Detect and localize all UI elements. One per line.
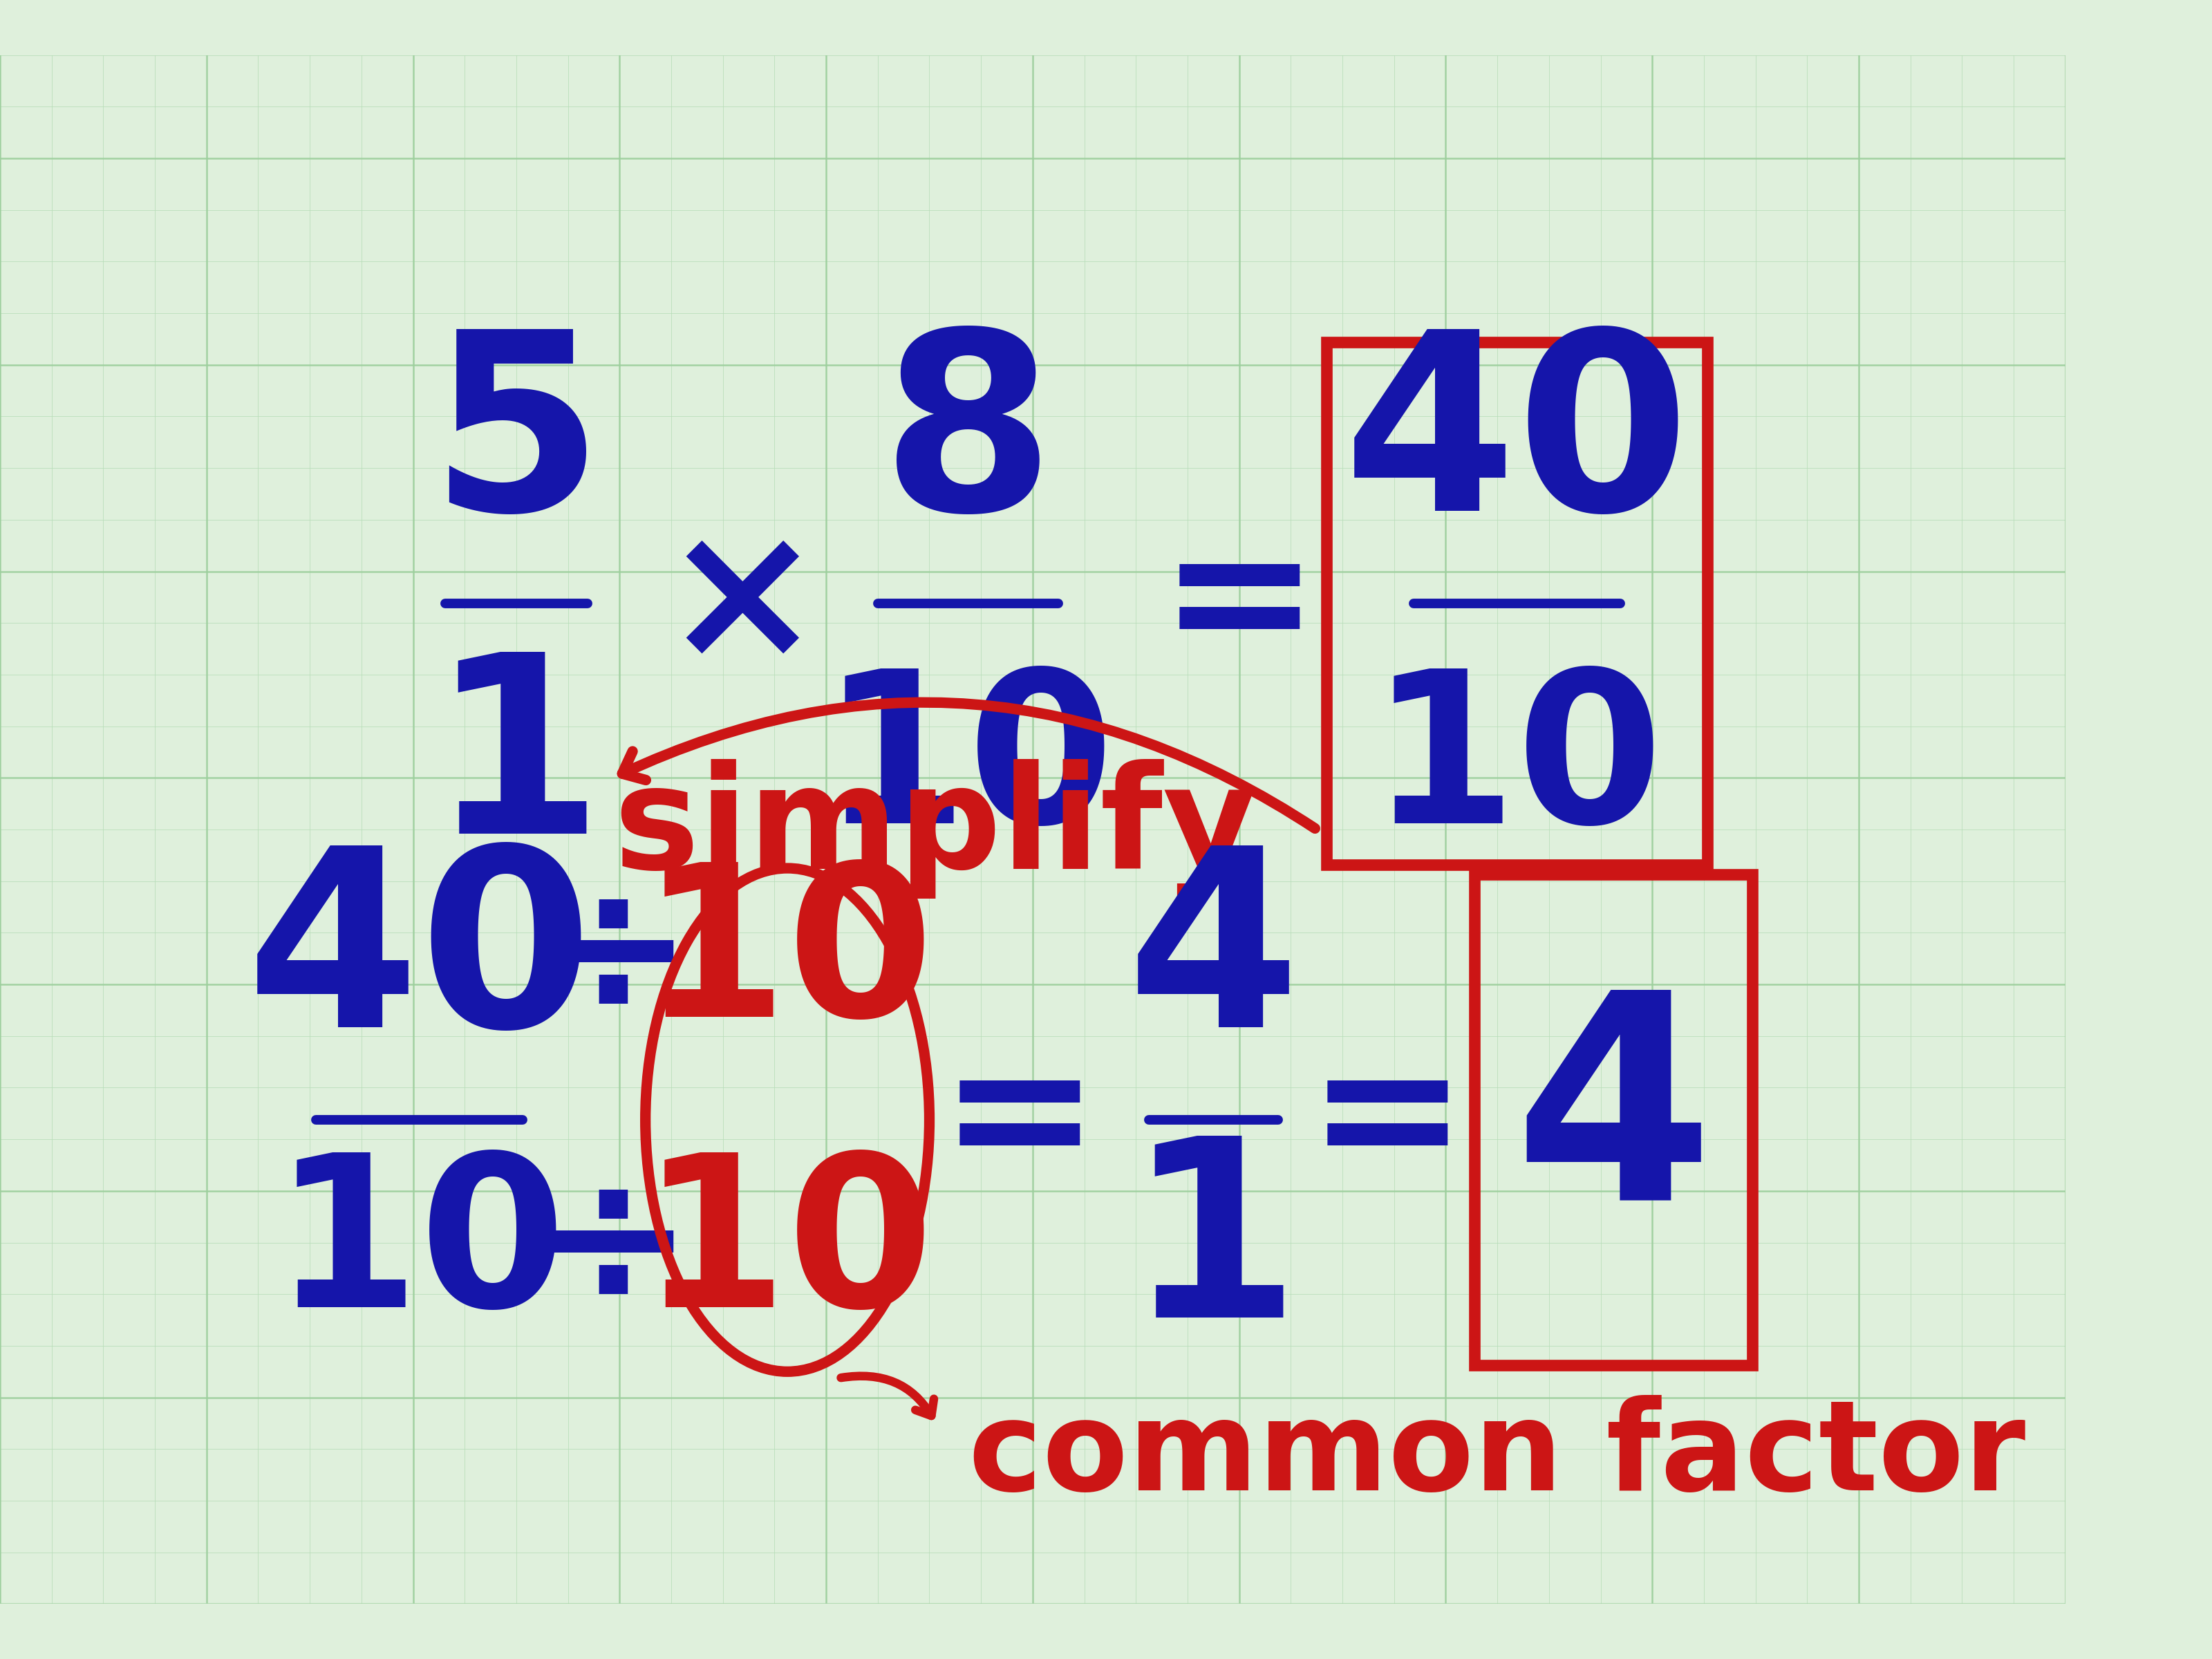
- Text: common factor: common factor: [969, 1395, 2026, 1516]
- Text: =: =: [940, 1027, 1099, 1213]
- Text: ×: ×: [661, 511, 823, 697]
- Text: 10: 10: [641, 856, 933, 1062]
- Text: 40: 40: [1343, 322, 1690, 562]
- Text: 10: 10: [272, 1146, 566, 1352]
- FancyArrowPatch shape: [622, 702, 1314, 828]
- Text: 8: 8: [880, 322, 1055, 562]
- Text: simplify: simplify: [613, 760, 1256, 899]
- Text: =: =: [1307, 1027, 1469, 1213]
- Text: 40: 40: [246, 838, 593, 1080]
- Text: 10: 10: [1369, 662, 1663, 868]
- FancyArrowPatch shape: [841, 1375, 933, 1415]
- Text: 10: 10: [641, 1146, 933, 1352]
- Text: 1: 1: [1126, 1128, 1301, 1370]
- Text: 1: 1: [429, 644, 604, 886]
- Text: 10: 10: [821, 662, 1115, 868]
- Text: 4: 4: [1126, 838, 1301, 1080]
- Text: =: =: [1159, 511, 1321, 697]
- Text: 4: 4: [1513, 980, 1714, 1259]
- Text: ÷: ÷: [533, 1156, 695, 1342]
- Text: ÷: ÷: [533, 866, 695, 1052]
- Text: 5: 5: [429, 322, 604, 562]
